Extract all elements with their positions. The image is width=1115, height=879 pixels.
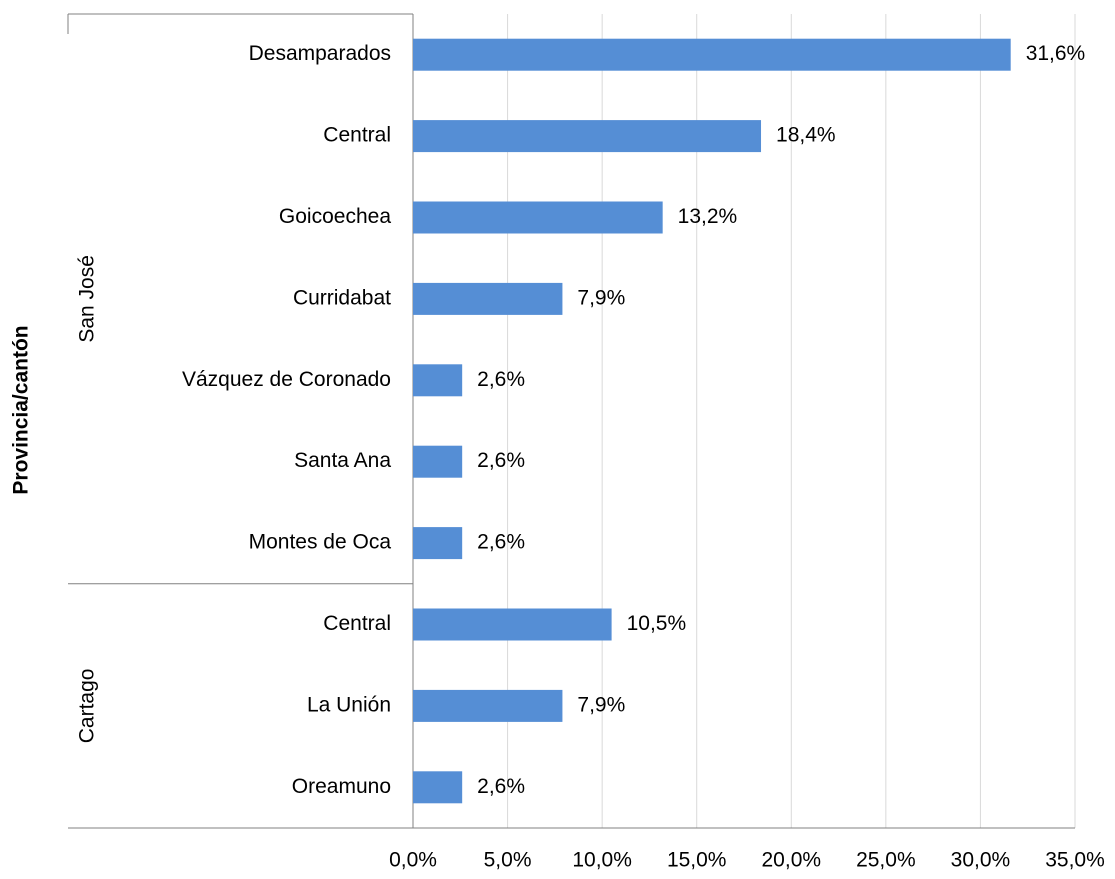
bar — [413, 364, 463, 397]
data-label: 7,9% — [577, 286, 625, 309]
x-tick-label: 15,0% — [667, 849, 727, 872]
bar — [413, 527, 463, 560]
x-tick-label: 20,0% — [762, 849, 822, 872]
data-label: 18,4% — [776, 124, 836, 147]
y-tick-label: Central — [323, 612, 391, 635]
bar — [413, 120, 762, 153]
data-label: 2,6% — [477, 775, 525, 798]
bar — [413, 771, 463, 804]
bar — [413, 201, 663, 234]
data-label: 31,6% — [1026, 42, 1086, 65]
x-tick-label: 25,0% — [856, 849, 916, 872]
y-tick-label: Santa Ana — [294, 449, 391, 472]
y-tick-label: Vázquez de Coronado — [182, 368, 391, 391]
data-label: 2,6% — [477, 531, 525, 554]
data-label: 2,6% — [477, 449, 525, 472]
group-label: Cartago — [76, 669, 99, 744]
y-tick-label: Oreamuno — [292, 775, 391, 798]
y-axis-title: Provincia/cantón — [10, 325, 33, 494]
y-tick-label: Montes de Oca — [249, 531, 392, 554]
y-tick-label: La Unión — [307, 693, 391, 716]
bar — [413, 689, 563, 722]
data-label: 2,6% — [477, 368, 525, 391]
y-tick-label: Curridabat — [293, 286, 391, 309]
x-tick-label: 10,0% — [572, 849, 632, 872]
group-label: San José — [76, 255, 99, 343]
x-tick-label: 0,0% — [389, 849, 437, 872]
y-tick-label: Central — [323, 124, 391, 147]
bar — [413, 282, 563, 315]
y-tick-label: Goicoechea — [279, 205, 391, 228]
data-label: 10,5% — [627, 612, 687, 635]
data-label: 7,9% — [577, 693, 625, 716]
data-label: 13,2% — [678, 205, 738, 228]
y-tick-label: Desamparados — [249, 42, 391, 65]
x-tick-label: 5,0% — [484, 849, 532, 872]
x-tick-label: 30,0% — [951, 849, 1011, 872]
x-tick-label: 35,0% — [1045, 849, 1105, 872]
bar — [413, 38, 1011, 71]
bar — [413, 608, 612, 641]
bar — [413, 445, 463, 478]
